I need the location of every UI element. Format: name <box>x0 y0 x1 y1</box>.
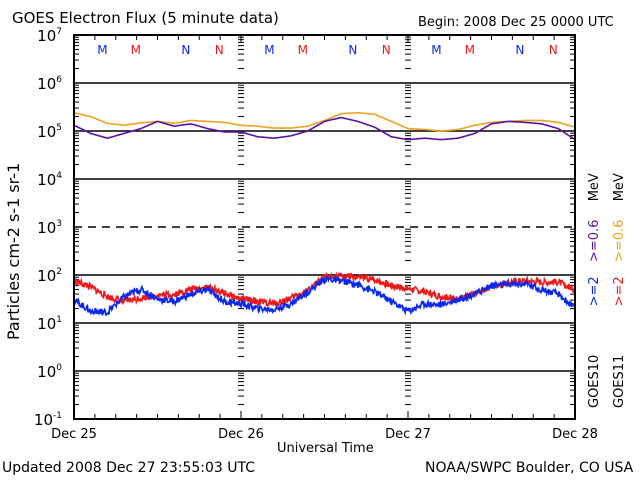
y-tick-exponent: -1 <box>53 411 62 421</box>
noon-marker: N <box>181 43 190 57</box>
y-tick-exponent: 6 <box>56 75 62 85</box>
noon-marker: N <box>549 43 558 57</box>
noon-marker: N <box>515 43 524 57</box>
gridlines <box>74 82 575 372</box>
y-tick-exponent: 5 <box>56 123 62 133</box>
y-axis-label-text: Particles cm-2 s-1 sr-1 <box>4 162 23 340</box>
begin-time: Begin: 2008 Dec 25 0000 UTC <box>418 15 614 30</box>
legend-goes11-e2: >=2 <box>612 276 627 307</box>
noon-marker: N <box>382 43 391 57</box>
y-tick-label: 102 <box>37 267 62 285</box>
noon-marker: N <box>215 43 224 57</box>
legend-goes11-unit: MeV <box>612 173 627 202</box>
midnight-marker: M <box>131 43 141 57</box>
legend-goes10-e06: >=0.6 <box>587 219 602 263</box>
legend-goes11-sat: GOES11 <box>612 354 627 408</box>
y-tick-label: 103 <box>37 219 62 237</box>
midnight-marker: M <box>264 43 274 57</box>
legend-goes10-sat: GOES10 <box>587 354 602 408</box>
legend-goes10-e2: >=2 <box>587 276 602 307</box>
legend-goes10-unit: MeV <box>587 173 602 202</box>
y-tick-exponent: 3 <box>56 219 62 229</box>
x-tick-label: Dec 25 <box>51 427 97 442</box>
y-tick-exponent: 0 <box>56 363 62 373</box>
legend-goes11-e06: >=0.6 <box>612 219 627 263</box>
updated-time: Updated 2008 Dec 27 23:55:03 UTC <box>2 460 256 476</box>
x-tick-labels: Dec 25 Dec 26 Dec 27 Dec 28 <box>51 427 598 442</box>
midnight-marker: M <box>97 43 107 57</box>
y-tick-exponent: 4 <box>56 171 62 181</box>
y-axis-label: Particles cm-2 s-1 sr-1 <box>4 162 23 340</box>
x-tick-label: Dec 26 <box>218 427 264 442</box>
midnight-marker: M <box>298 43 308 57</box>
x-axis-label: Universal Time <box>277 441 374 456</box>
data-series <box>73 112 576 316</box>
credit: NOAA/SWPC Boulder, CO USA <box>425 460 634 476</box>
y-tick-labels: 107 106 105 104 103 102 101 100 1 0 -1 <box>34 27 62 429</box>
series-line-goes10-0-6-mev <box>73 116 576 141</box>
y-tick-label: 106 <box>37 75 62 93</box>
plot-frame <box>73 34 576 420</box>
legend-goes11: GOES11 >=2 >=0.6 MeV <box>612 173 627 408</box>
series-line-goes10-2-mev <box>73 275 576 316</box>
y-tick-label: 101 <box>37 315 62 333</box>
y-tick-label: 104 <box>37 171 62 189</box>
noon-marker: N <box>348 43 357 57</box>
midnight-marker: M <box>465 43 475 57</box>
chart-title: GOES Electron Flux (5 minute data) <box>12 9 279 27</box>
x-tick-label: Dec 28 <box>552 427 598 442</box>
y-tick-exponent: 1 <box>56 315 62 325</box>
y-tick-label: 100 <box>37 363 62 381</box>
x-tick-label: Dec 27 <box>385 427 431 442</box>
y-tick-exponent: 2 <box>56 267 62 277</box>
legend-goes10: GOES10 >=2 >=0.6 MeV <box>587 173 602 408</box>
y-tick-label: 105 <box>37 123 62 141</box>
y-tick-exponent: 7 <box>56 27 62 37</box>
midnight-marker: M <box>431 43 441 57</box>
y-tick-label: 107 <box>37 27 62 45</box>
